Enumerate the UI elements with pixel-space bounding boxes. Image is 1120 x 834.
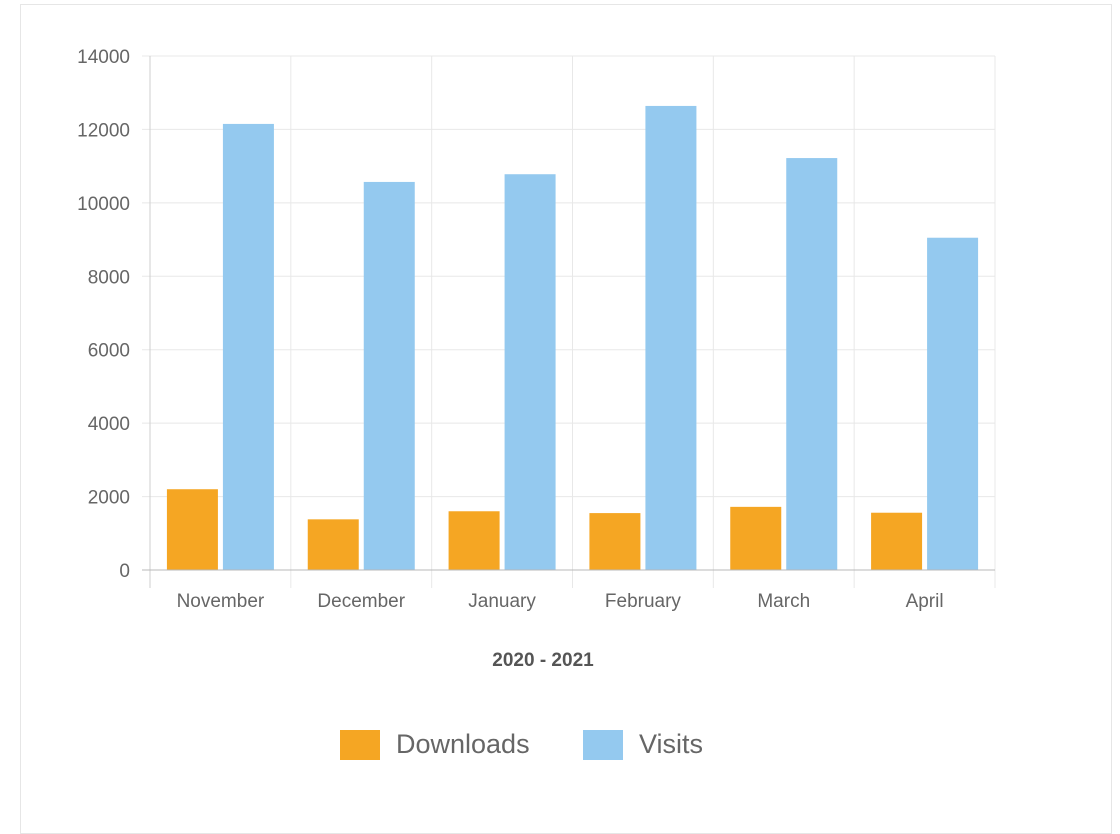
bar-visits-january[interactable] — [504, 174, 556, 570]
legend-label-visits[interactable]: Visits — [639, 729, 703, 759]
bar-downloads-february[interactable] — [589, 513, 641, 570]
y-tick-label: 8000 — [88, 267, 130, 288]
bar-downloads-november[interactable] — [166, 489, 218, 570]
y-tick-label: 14000 — [77, 47, 130, 68]
x-axis-title: 2020 - 2021 — [492, 650, 594, 671]
x-tick-label: April — [906, 591, 944, 612]
y-tick-label: 12000 — [77, 120, 130, 141]
x-tick-label: February — [605, 591, 682, 612]
x-tick-label: November — [177, 591, 265, 612]
bar-visits-november[interactable] — [222, 123, 274, 571]
legend: Downloads Visits — [340, 729, 703, 760]
bar-visits-february[interactable] — [645, 105, 697, 570]
legend-label-downloads[interactable]: Downloads — [396, 729, 530, 759]
x-tick-label: December — [317, 591, 405, 612]
bar-visits-december[interactable] — [363, 181, 415, 570]
bar-downloads-december[interactable] — [307, 519, 359, 570]
bar-chart: 0 2000 4000 6000 8000 10000 12000 14000 November… — [77, 47, 996, 760]
y-tick-label: 6000 — [88, 341, 130, 362]
bar-visits-april[interactable] — [927, 237, 979, 570]
bars — [166, 105, 979, 571]
bar-visits-march[interactable] — [786, 158, 838, 570]
y-tick-label: 0 — [119, 561, 130, 582]
y-tick-label: 10000 — [77, 194, 130, 215]
bar-downloads-march[interactable] — [730, 506, 782, 570]
bar-downloads-april[interactable] — [871, 512, 923, 570]
legend-swatch-downloads[interactable] — [340, 730, 380, 760]
y-tick-label: 2000 — [88, 488, 130, 509]
axes: 0 2000 4000 6000 8000 10000 12000 14000 November… — [77, 47, 995, 612]
legend-swatch-visits[interactable] — [583, 730, 623, 760]
x-tick-label: March — [757, 591, 810, 612]
x-tick-label: January — [468, 591, 536, 612]
bar-downloads-january[interactable] — [448, 511, 500, 570]
y-tick-label: 4000 — [88, 414, 130, 435]
